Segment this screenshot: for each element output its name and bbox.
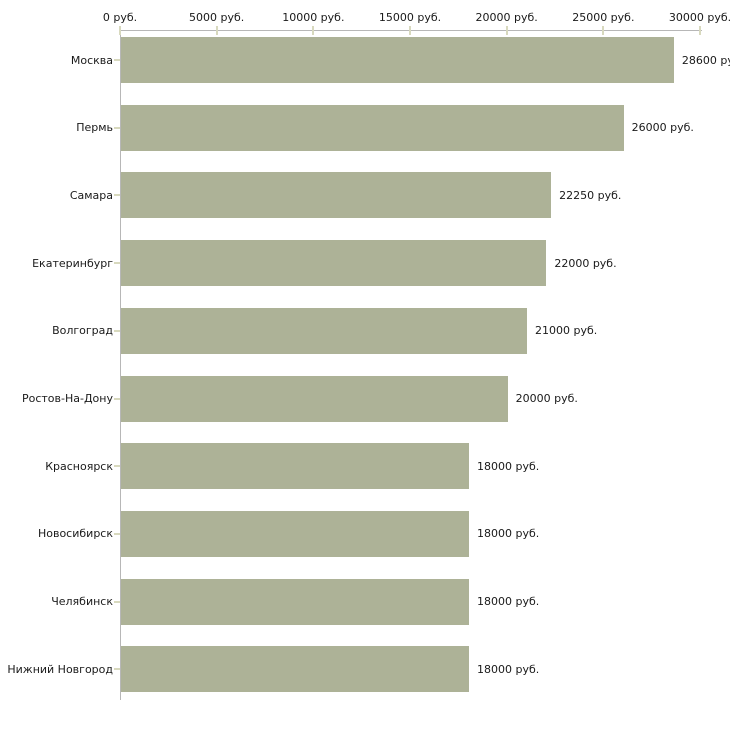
category-label: Москва [70, 53, 113, 67]
value-label: 22250 руб. [559, 188, 622, 202]
category-label: Челябинск [51, 595, 113, 609]
x-axis-tick-label: 10000 руб. [282, 11, 345, 24]
x-axis-tick [505, 26, 508, 35]
bar [121, 375, 508, 422]
bar [121, 578, 469, 625]
category-label: Нижний Новгород [7, 662, 113, 676]
category-label: Екатеринбург [32, 256, 113, 270]
bar [121, 240, 547, 287]
category-tick [114, 532, 120, 535]
x-axis-tick [602, 26, 605, 35]
x-axis-line [120, 30, 702, 31]
category-label: Ростов-На-Дону [21, 392, 113, 405]
value-label: 26000 руб. [631, 121, 694, 135]
x-axis-tick [699, 26, 701, 35]
x-axis-tick-label: 5000 руб. [189, 11, 245, 24]
bar [121, 510, 469, 557]
category-tick [114, 194, 120, 197]
category-tick [114, 668, 120, 671]
category-tick [114, 126, 120, 129]
x-axis-tick [312, 26, 315, 35]
bar [121, 307, 527, 354]
bar [121, 646, 469, 693]
x-axis-tick [409, 26, 411, 35]
category-label: Новосибирск [37, 527, 113, 541]
x-axis-tick-label: 0 руб. [102, 11, 138, 24]
value-label: 28600 руб. [681, 53, 730, 67]
bar [121, 37, 674, 83]
bar [121, 104, 624, 151]
category-tick [114, 600, 120, 603]
value-label: 20000 руб. [515, 392, 578, 405]
x-axis-tick-label: 30000 руб. [668, 11, 730, 24]
value-label: 21000 руб. [535, 324, 598, 338]
x-axis-tick [119, 26, 121, 35]
bar [121, 443, 469, 490]
x-axis-tick-label: 25000 руб. [572, 11, 635, 24]
value-label: 18000 руб. [477, 459, 540, 473]
category-label: Волгоград [52, 324, 113, 338]
x-axis-tick-label: 15000 руб. [378, 11, 442, 24]
category-tick [114, 397, 120, 400]
category-label: Самара [69, 188, 113, 202]
x-axis-tick [215, 26, 218, 35]
value-label: 22000 руб. [554, 256, 617, 270]
category-label: Пермь [76, 121, 113, 135]
value-label: 18000 руб. [477, 662, 540, 676]
value-label: 18000 руб. [477, 527, 540, 541]
y-axis-line [120, 30, 121, 700]
category-tick [114, 465, 120, 468]
bar [121, 172, 552, 219]
value-label: 18000 руб. [477, 595, 540, 609]
category-label: Красноярск [45, 459, 113, 473]
category-tick [114, 262, 120, 265]
category-tick [114, 59, 120, 61]
x-axis-tick-label: 20000 руб. [475, 11, 538, 24]
category-tick [114, 329, 120, 332]
